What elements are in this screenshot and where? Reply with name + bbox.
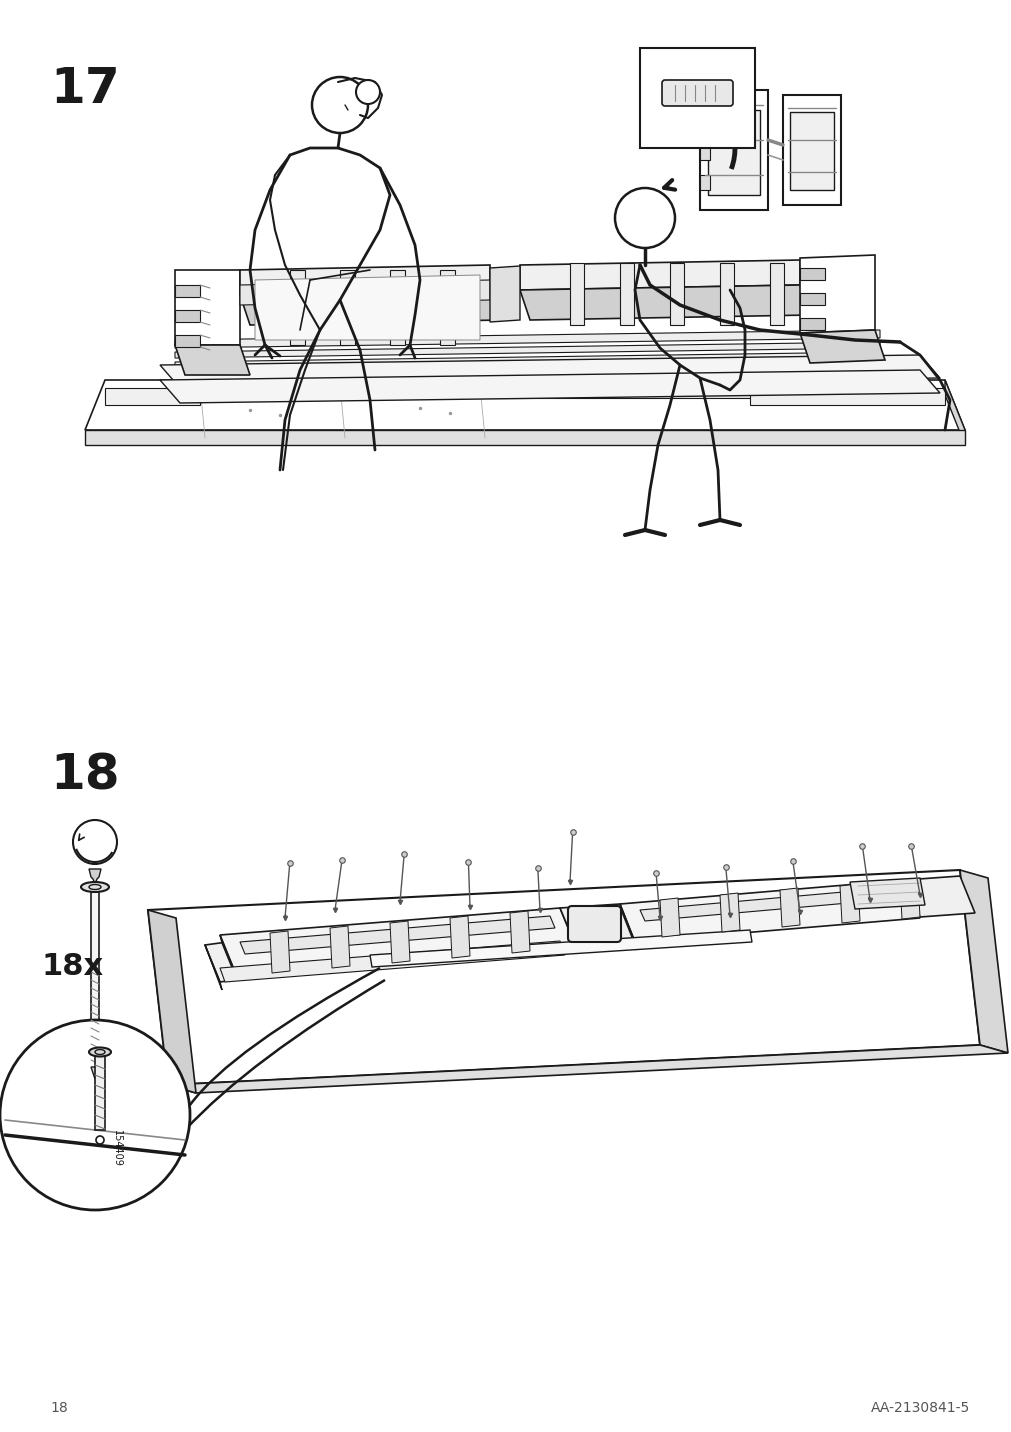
Polygon shape xyxy=(700,175,710,190)
Polygon shape xyxy=(559,904,634,944)
Polygon shape xyxy=(659,898,679,937)
Polygon shape xyxy=(620,904,636,949)
Text: 18: 18 xyxy=(50,752,119,800)
Circle shape xyxy=(0,1020,190,1210)
Circle shape xyxy=(311,77,368,133)
Polygon shape xyxy=(240,291,499,325)
Polygon shape xyxy=(389,921,409,962)
Text: 18x: 18x xyxy=(42,952,104,981)
Polygon shape xyxy=(168,1045,1007,1093)
Polygon shape xyxy=(240,281,489,305)
Polygon shape xyxy=(160,355,939,388)
Polygon shape xyxy=(219,941,564,982)
Polygon shape xyxy=(959,871,1007,1053)
Polygon shape xyxy=(205,945,221,990)
Polygon shape xyxy=(944,379,964,445)
Polygon shape xyxy=(620,263,633,325)
Polygon shape xyxy=(489,266,520,322)
Polygon shape xyxy=(450,916,469,958)
Polygon shape xyxy=(175,285,200,296)
Polygon shape xyxy=(175,342,880,358)
Polygon shape xyxy=(700,90,767,211)
Polygon shape xyxy=(620,881,919,942)
Text: AA-2130841-5: AA-2130841-5 xyxy=(869,1400,969,1415)
Polygon shape xyxy=(440,271,455,345)
Circle shape xyxy=(615,188,674,248)
Polygon shape xyxy=(389,271,404,345)
Polygon shape xyxy=(719,894,739,932)
Polygon shape xyxy=(205,928,345,982)
Polygon shape xyxy=(270,931,290,972)
Bar xyxy=(95,1055,105,1130)
Polygon shape xyxy=(370,929,751,967)
Polygon shape xyxy=(800,318,824,329)
Polygon shape xyxy=(219,908,574,972)
Polygon shape xyxy=(175,329,880,348)
Bar xyxy=(91,892,99,1067)
Polygon shape xyxy=(148,909,196,1093)
Polygon shape xyxy=(160,369,939,402)
Polygon shape xyxy=(240,265,489,295)
Polygon shape xyxy=(769,263,784,325)
Polygon shape xyxy=(700,145,710,160)
Text: 154409: 154409 xyxy=(112,1130,122,1167)
Polygon shape xyxy=(105,390,944,398)
Polygon shape xyxy=(899,881,919,919)
Polygon shape xyxy=(779,888,800,927)
Polygon shape xyxy=(639,886,904,921)
Polygon shape xyxy=(520,285,809,319)
Polygon shape xyxy=(330,927,350,968)
Polygon shape xyxy=(904,876,974,916)
Polygon shape xyxy=(340,271,355,345)
Polygon shape xyxy=(800,255,875,334)
Polygon shape xyxy=(91,1067,99,1078)
Polygon shape xyxy=(839,884,859,924)
Bar xyxy=(639,49,754,147)
Polygon shape xyxy=(175,271,240,345)
Polygon shape xyxy=(520,261,800,291)
Text: 17: 17 xyxy=(50,64,119,113)
Polygon shape xyxy=(175,352,880,367)
Polygon shape xyxy=(175,335,200,347)
Polygon shape xyxy=(510,911,530,954)
Polygon shape xyxy=(800,329,885,362)
Polygon shape xyxy=(175,345,250,375)
Polygon shape xyxy=(708,110,759,195)
Polygon shape xyxy=(89,869,101,884)
Polygon shape xyxy=(240,916,554,954)
Polygon shape xyxy=(783,95,840,205)
Polygon shape xyxy=(569,263,583,325)
Polygon shape xyxy=(290,271,304,345)
Polygon shape xyxy=(800,268,824,281)
Polygon shape xyxy=(255,275,479,339)
Polygon shape xyxy=(669,263,683,325)
Polygon shape xyxy=(85,379,964,430)
Polygon shape xyxy=(105,388,200,405)
Polygon shape xyxy=(849,878,924,909)
Text: 18: 18 xyxy=(50,1400,68,1415)
Polygon shape xyxy=(749,388,944,405)
FancyBboxPatch shape xyxy=(661,80,732,106)
FancyBboxPatch shape xyxy=(567,906,621,942)
Polygon shape xyxy=(85,430,964,445)
Circle shape xyxy=(356,80,379,105)
Polygon shape xyxy=(175,309,200,322)
Ellipse shape xyxy=(81,882,109,892)
Polygon shape xyxy=(719,263,733,325)
Polygon shape xyxy=(790,112,833,190)
Ellipse shape xyxy=(89,1047,111,1057)
Polygon shape xyxy=(800,294,824,305)
Polygon shape xyxy=(219,935,237,979)
Polygon shape xyxy=(700,115,710,130)
Polygon shape xyxy=(148,871,979,1085)
Circle shape xyxy=(96,1136,104,1144)
